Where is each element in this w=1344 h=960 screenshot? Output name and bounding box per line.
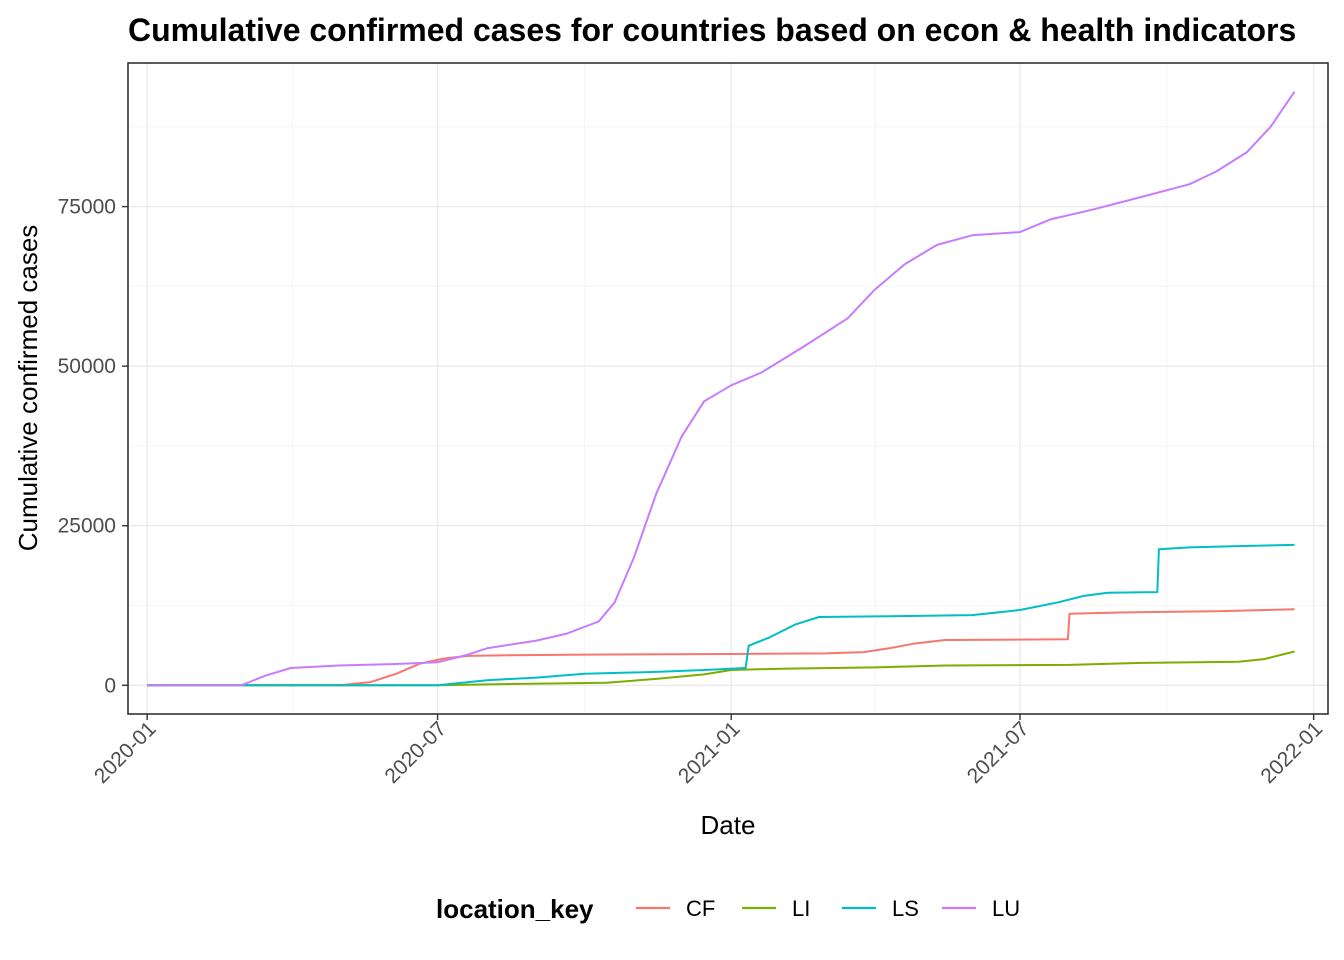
plot-panel xyxy=(128,63,1328,714)
y-tick-label: 50000 xyxy=(58,355,116,378)
series-line-cf xyxy=(147,608,1295,687)
legend-label-li: LI xyxy=(792,896,810,921)
legend-label-cf: CF xyxy=(686,896,715,921)
x-axis-title: Date xyxy=(701,810,756,840)
legend-title: location_key xyxy=(436,894,594,924)
x-tick-label: 2020-01 xyxy=(90,717,161,788)
x-tick-label: 2021-07 xyxy=(963,717,1034,788)
x-tick-label: 2020-07 xyxy=(380,717,451,788)
plot-border xyxy=(127,62,1329,715)
x-axis: 2020-01 2020-07 2021-01 2021-07 2022-01 xyxy=(90,714,1327,788)
y-axis-title: Cumulative confirmed cases xyxy=(13,225,43,552)
x-tick-label: 2021-01 xyxy=(674,717,745,788)
legend: location_key CF LI LS LU xyxy=(436,894,1020,924)
legend-label-ls: LS xyxy=(892,896,919,921)
x-tick-label: 2022-01 xyxy=(1256,717,1327,788)
y-tick-label: 25000 xyxy=(58,515,116,538)
legend-label-lu: LU xyxy=(992,896,1020,921)
y-tick-label: 75000 xyxy=(58,196,116,219)
series-line-lu xyxy=(147,91,1296,687)
chart-title: Cumulative confirmed cases for countries… xyxy=(128,12,1296,48)
major-gridlines xyxy=(128,63,1328,714)
series-line-li xyxy=(147,650,1295,687)
y-axis: 0 25000 50000 75000 xyxy=(58,196,128,697)
series-line-ls xyxy=(147,543,1295,687)
y-tick-label: 0 xyxy=(104,674,116,697)
minor-gridlines xyxy=(128,63,1328,714)
series-lines xyxy=(147,91,1296,687)
